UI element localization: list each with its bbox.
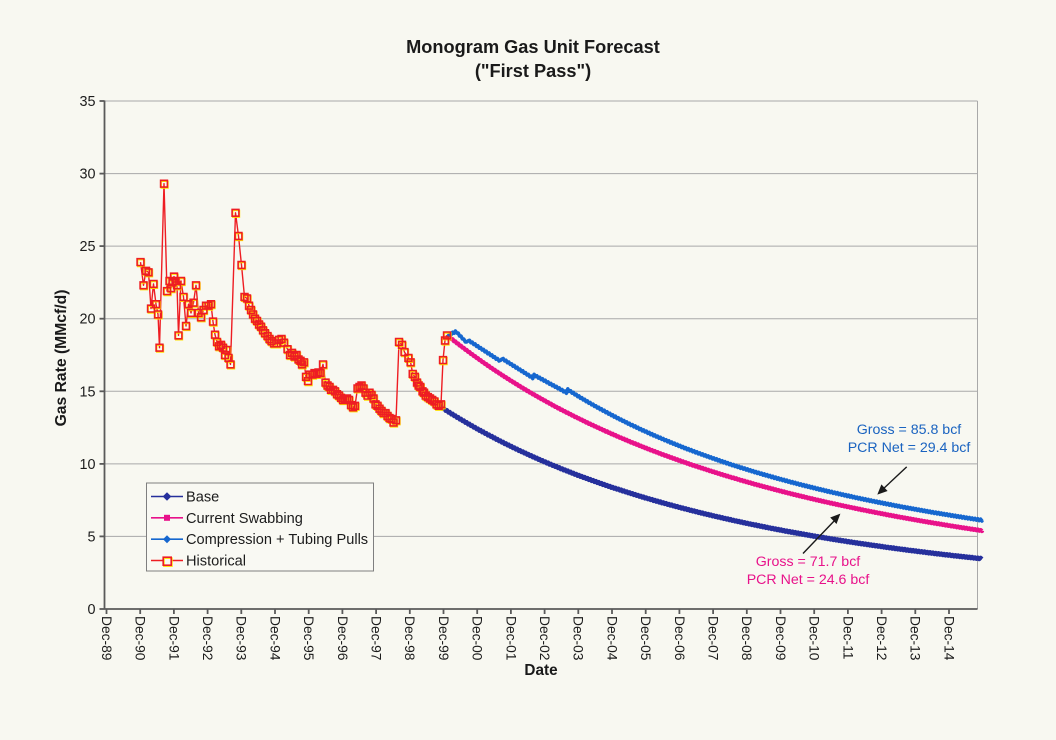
svg-text:20: 20 — [79, 312, 95, 328]
svg-text:Base: Base — [186, 490, 219, 506]
svg-text:Dec-98: Dec-98 — [402, 616, 417, 661]
svg-text:Dec-13: Dec-13 — [908, 616, 923, 661]
svg-text:Monogram Gas Unit Forecast: Monogram Gas Unit Forecast — [406, 37, 660, 57]
svg-text:Dec-94: Dec-94 — [267, 616, 282, 661]
svg-text:Dec-91: Dec-91 — [166, 616, 181, 660]
svg-text:5: 5 — [87, 529, 95, 545]
svg-text:Dec-03: Dec-03 — [571, 616, 586, 661]
svg-text:Dec-14: Dec-14 — [941, 616, 956, 661]
svg-text:Historical: Historical — [186, 554, 246, 570]
svg-text:PCR Net = 24.6 bcf: PCR Net = 24.6 bcf — [747, 572, 870, 588]
svg-text:Gross = 71.7 bcf: Gross = 71.7 bcf — [756, 554, 861, 570]
svg-text:Gas Rate (MMcf/d): Gas Rate (MMcf/d) — [53, 290, 70, 427]
svg-text:PCR Net = 29.4 bcf: PCR Net = 29.4 bcf — [848, 440, 971, 456]
svg-text:Dec-89: Dec-89 — [99, 616, 114, 661]
svg-text:30: 30 — [79, 167, 95, 183]
svg-text:Dec-08: Dec-08 — [739, 616, 754, 661]
svg-text:Gross = 85.8 bcf: Gross = 85.8 bcf — [857, 422, 962, 438]
svg-text:Current Swabbing: Current Swabbing — [186, 511, 303, 527]
svg-text:Dec-02: Dec-02 — [537, 616, 552, 660]
svg-text:Dec-93: Dec-93 — [234, 616, 249, 661]
svg-text:("First Pass"): ("First Pass") — [475, 61, 591, 81]
svg-text:Dec-90: Dec-90 — [133, 616, 148, 661]
svg-text:Compression + Tubing Pulls: Compression + Tubing Pulls — [186, 532, 368, 548]
svg-text:Dec-04: Dec-04 — [604, 616, 619, 661]
svg-text:10: 10 — [79, 457, 95, 473]
svg-text:Dec-12: Dec-12 — [874, 616, 889, 660]
svg-text:Dec-06: Dec-06 — [672, 616, 687, 661]
svg-text:Dec-10: Dec-10 — [807, 616, 822, 661]
svg-text:Dec-99: Dec-99 — [436, 616, 451, 661]
svg-text:Dec-92: Dec-92 — [200, 616, 215, 660]
svg-text:Date: Date — [524, 662, 557, 679]
svg-text:25: 25 — [79, 239, 95, 255]
svg-text:15: 15 — [79, 384, 95, 400]
svg-text:Dec-97: Dec-97 — [369, 616, 384, 660]
svg-text:35: 35 — [79, 94, 95, 110]
svg-text:Dec-00: Dec-00 — [470, 616, 485, 661]
svg-text:Dec-09: Dec-09 — [773, 616, 788, 661]
svg-text:Dec-01: Dec-01 — [503, 616, 518, 660]
svg-text:Dec-05: Dec-05 — [638, 616, 653, 661]
svg-text:Dec-96: Dec-96 — [335, 616, 350, 661]
svg-text:Dec-07: Dec-07 — [706, 616, 721, 660]
svg-text:0: 0 — [87, 602, 95, 618]
svg-text:Dec-95: Dec-95 — [301, 616, 316, 661]
svg-text:Dec-11: Dec-11 — [840, 616, 855, 659]
